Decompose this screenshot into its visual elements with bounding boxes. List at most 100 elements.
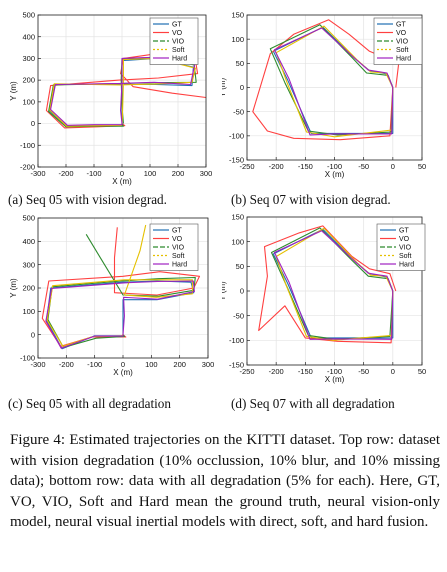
x-tick-label: 200 — [172, 169, 185, 178]
x-tick-label: 100 — [145, 360, 158, 369]
x-tick-label: 100 — [144, 169, 157, 178]
subcaption-d: (d) Seq 07 with all degradation — [231, 396, 395, 411]
legend-label-vio: VIO — [399, 244, 412, 251]
x-axis-label: X (m) — [112, 177, 132, 186]
x-tick-label: 0 — [391, 367, 395, 376]
x-tick-label: -200 — [58, 169, 73, 178]
y-tick-label: 400 — [22, 237, 35, 246]
legend-label-vo: VO — [399, 236, 410, 243]
x-tick-label: 200 — [173, 360, 186, 369]
x-tick-label: 50 — [418, 162, 426, 171]
y-tick-label: -100 — [20, 354, 35, 363]
y-tick-label: -100 — [20, 141, 35, 150]
legend-label-hard: Hard — [172, 55, 187, 62]
x-tick-label: -100 — [327, 367, 342, 376]
legend-label-vo: VO — [396, 30, 407, 37]
panel-d: -250 -200 -150 -100 -50 0 50 -150 -100 -50 0 50 100 1… — [218, 212, 447, 402]
x-tick-label: 300 — [200, 169, 213, 178]
y-tick-label: 500 — [22, 11, 35, 20]
x-tick-label: 0 — [120, 169, 124, 178]
y-tick-label: 100 — [22, 307, 35, 316]
x-axis-label: X (m) — [325, 170, 345, 179]
x-tick-label: -250 — [239, 162, 254, 171]
legend-label-soft: Soft — [172, 47, 185, 54]
legend-label-vo: VO — [172, 236, 183, 243]
y-axis-label: Y (m) — [9, 81, 18, 101]
y-tick-label: 0 — [31, 119, 35, 128]
x-axis-label: X (m) — [325, 375, 345, 384]
x-axis-label: X (m) — [113, 368, 133, 377]
legend-label-vio: VIO — [172, 244, 185, 251]
y-tick-label: -150 — [229, 361, 244, 370]
x-tick-label: 300 — [202, 360, 215, 369]
x-tick-label: -150 — [298, 162, 313, 171]
panel-a: -300 -200 -100 0 100 200 300 -200 -100 0 100 200 300… — [0, 0, 222, 190]
x-tick-label: -250 — [239, 367, 254, 376]
y-tick-label: 0 — [240, 287, 244, 296]
y-axis-label: Y (m) — [9, 278, 18, 298]
y-tick-label: -100 — [229, 336, 244, 345]
series-line-hard — [273, 230, 394, 340]
y-tick-label: -50 — [233, 107, 244, 116]
x-tick-label: -300 — [30, 360, 45, 369]
series-line-hard — [273, 27, 394, 136]
panel-c: -300 -200 -100 0 100 200 300 -100 0 100 200 300 400 5… — [0, 212, 222, 402]
legend-label-hard: Hard — [172, 261, 187, 268]
y-tick-label: 50 — [236, 262, 244, 271]
y-tick-label: 300 — [22, 260, 35, 269]
y-tick-label: 300 — [22, 54, 35, 63]
y-tick-label: 150 — [231, 213, 244, 222]
x-tick-label: -100 — [86, 169, 101, 178]
legend-label-vio: VIO — [172, 38, 185, 45]
figure-caption: Figure 4: Estimated trajectories on the … — [10, 430, 440, 533]
y-axis-label: Y (m) — [222, 77, 227, 97]
series-line-vo — [252, 19, 400, 141]
x-tick-label: -50 — [358, 367, 369, 376]
x-tick-label: 0 — [121, 360, 125, 369]
series-line-vo — [258, 225, 397, 344]
series-line-gt — [272, 228, 394, 339]
x-tick-label: -200 — [59, 360, 74, 369]
x-tick-label: -100 — [87, 360, 102, 369]
x-tick-label: -200 — [269, 162, 284, 171]
chart-b: -250 -200 -150 -100 -50 0 50 -150 -100 -50 0 50 100 1… — [218, 11, 426, 179]
legend-label-gt: GT — [172, 21, 182, 28]
y-tick-label: 100 — [231, 35, 244, 44]
y-tick-label: -200 — [20, 163, 35, 172]
x-tick-label: -150 — [298, 367, 313, 376]
x-tick-label: 50 — [418, 367, 426, 376]
y-tick-label: 500 — [22, 214, 35, 223]
figure-label: Figure 4: — [10, 432, 66, 448]
y-tick-label: 0 — [240, 83, 244, 92]
x-tick-label: -300 — [30, 169, 45, 178]
figure-caption-text: Estimated trajectories on the KITTI data… — [10, 432, 441, 530]
chart-c: -300 -200 -100 0 100 200 300 -100 0 100 200 300 400 5… — [9, 214, 215, 377]
y-tick-label: 400 — [22, 32, 35, 41]
y-tick-label: -150 — [229, 156, 244, 165]
legend-label-hard: Hard — [399, 261, 414, 268]
y-tick-label: -100 — [229, 131, 244, 140]
y-tick-label: 200 — [22, 76, 35, 85]
y-axis-label: Y (m) — [222, 281, 227, 301]
legend-box — [373, 17, 423, 65]
legend-label-soft: Soft — [396, 47, 409, 54]
y-tick-label: 0 — [31, 330, 35, 339]
series-line-soft — [49, 57, 196, 127]
y-tick-label: 200 — [22, 284, 35, 293]
x-tick-label: -200 — [269, 367, 284, 376]
y-tick-label: -50 — [233, 311, 244, 320]
chart-d: -250 -200 -150 -100 -50 0 50 -150 -100 -50 0 50 100 1… — [218, 213, 426, 384]
legend-label-gt: GT — [172, 227, 182, 234]
legend-label-gt: GT — [399, 227, 409, 234]
legend-label-soft: Soft — [172, 253, 185, 260]
x-tick-label: -100 — [327, 162, 342, 171]
panel-b: -250 -200 -150 -100 -50 0 50 -150 -100 -50 0 50 100 1… — [218, 0, 447, 190]
subcaption-b: (b) Seq 07 with vision degrad. — [231, 192, 391, 207]
x-tick-label: -50 — [358, 162, 369, 171]
series-line-hard — [50, 56, 196, 126]
subcaption-c: (c) Seq 05 with all degradation — [8, 396, 171, 411]
legend-label-soft: Soft — [399, 253, 412, 260]
legend-label-hard: Hard — [396, 55, 411, 62]
series-line-hard — [45, 280, 195, 349]
legend-label-vo: VO — [172, 30, 183, 37]
